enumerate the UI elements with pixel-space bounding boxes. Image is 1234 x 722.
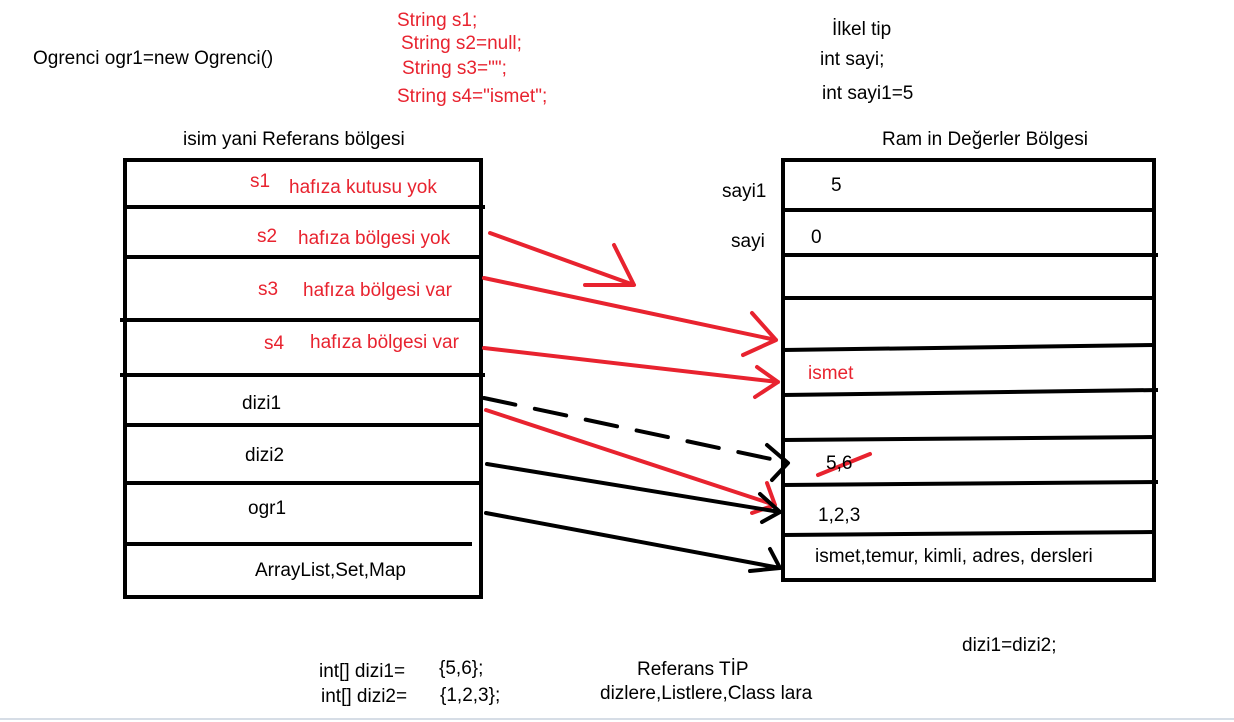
cell-crossed-array: 5,6 <box>826 453 853 474</box>
label-sayi1: sayi1 <box>722 181 767 202</box>
string-s2-decl: String s2=null; <box>401 33 522 54</box>
dizi2-values: {1,2,3}; <box>440 685 501 706</box>
arrow-dizi2 <box>485 462 782 524</box>
ref-row-name: s2 <box>257 226 278 247</box>
ref-row-name: ArrayList,Set,Map <box>255 560 406 581</box>
window-bottom-edge <box>0 718 1234 720</box>
label-sayi: sayi <box>731 231 765 252</box>
assignment-statement: dizi1=dizi2; <box>962 635 1057 656</box>
values-box <box>781 158 1159 582</box>
arrow-dizi1-red <box>484 408 777 515</box>
reference-region-title: isim yani Referans bölgesi <box>183 129 405 150</box>
dizi1-values: {5,6}; <box>439 658 484 679</box>
cell-sayi1-value: 5 <box>831 175 842 196</box>
ref-row-note: hafıza bölgesi var <box>303 280 452 301</box>
dizi1-declaration: int[] dizi1= <box>319 661 406 682</box>
primitive-line2: int sayi1=5 <box>822 83 914 104</box>
ref-row-note: hafıza bölgesi yok <box>298 228 451 249</box>
reference-type-title: Referans TİP <box>637 659 749 680</box>
ref-row-name: s1 <box>250 171 271 192</box>
ogrenci-declaration: Ogrenci ogr1=new Ogrenci() <box>33 48 274 69</box>
ref-row-name: dizi1 <box>242 393 282 414</box>
ref-row-name: ogr1 <box>248 498 287 519</box>
cell-array-values: 1,2,3 <box>818 505 861 526</box>
ref-row-note: hafıza kutusu yok <box>289 177 437 198</box>
ref-row-name: s4 <box>264 333 285 354</box>
cell-sayi-value: 0 <box>811 227 822 248</box>
ref-row-name: dizi2 <box>245 445 285 466</box>
arrow-dizi1-dashed-head <box>765 443 790 482</box>
arrow-s2 <box>488 231 636 287</box>
dizi2-declaration: int[] dizi2= <box>321 686 408 707</box>
string-s3-decl: String s3=""; <box>402 58 507 79</box>
black-arrows <box>482 396 790 573</box>
arrow-s4 <box>482 346 780 399</box>
red-arrows <box>482 231 872 515</box>
string-s4-decl: String s4="ismet"; <box>397 86 548 107</box>
cell-object-values: ismet,temur, kimli, adres, dersleri <box>815 546 1093 567</box>
ref-row-name: s3 <box>258 279 279 300</box>
reference-box <box>120 158 485 599</box>
primitive-title: İlkel tip <box>832 19 892 40</box>
value-region-title: Ram in Değerler Bölgesi <box>882 129 1088 150</box>
cell-ismet: ismet <box>808 363 854 384</box>
reference-type-desc: dizlere,Listlere,Class lara <box>600 683 813 704</box>
ref-row-note: hafıza bölgesi var <box>310 332 459 353</box>
arrow-ogr1 <box>484 511 782 573</box>
crossout-5-6 <box>816 452 872 477</box>
primitive-line1: int sayi; <box>820 49 885 70</box>
string-s1-decl: String s1; <box>397 10 478 31</box>
arrow-dizi1-dashed <box>482 396 787 464</box>
arrow-s3 <box>482 276 778 357</box>
